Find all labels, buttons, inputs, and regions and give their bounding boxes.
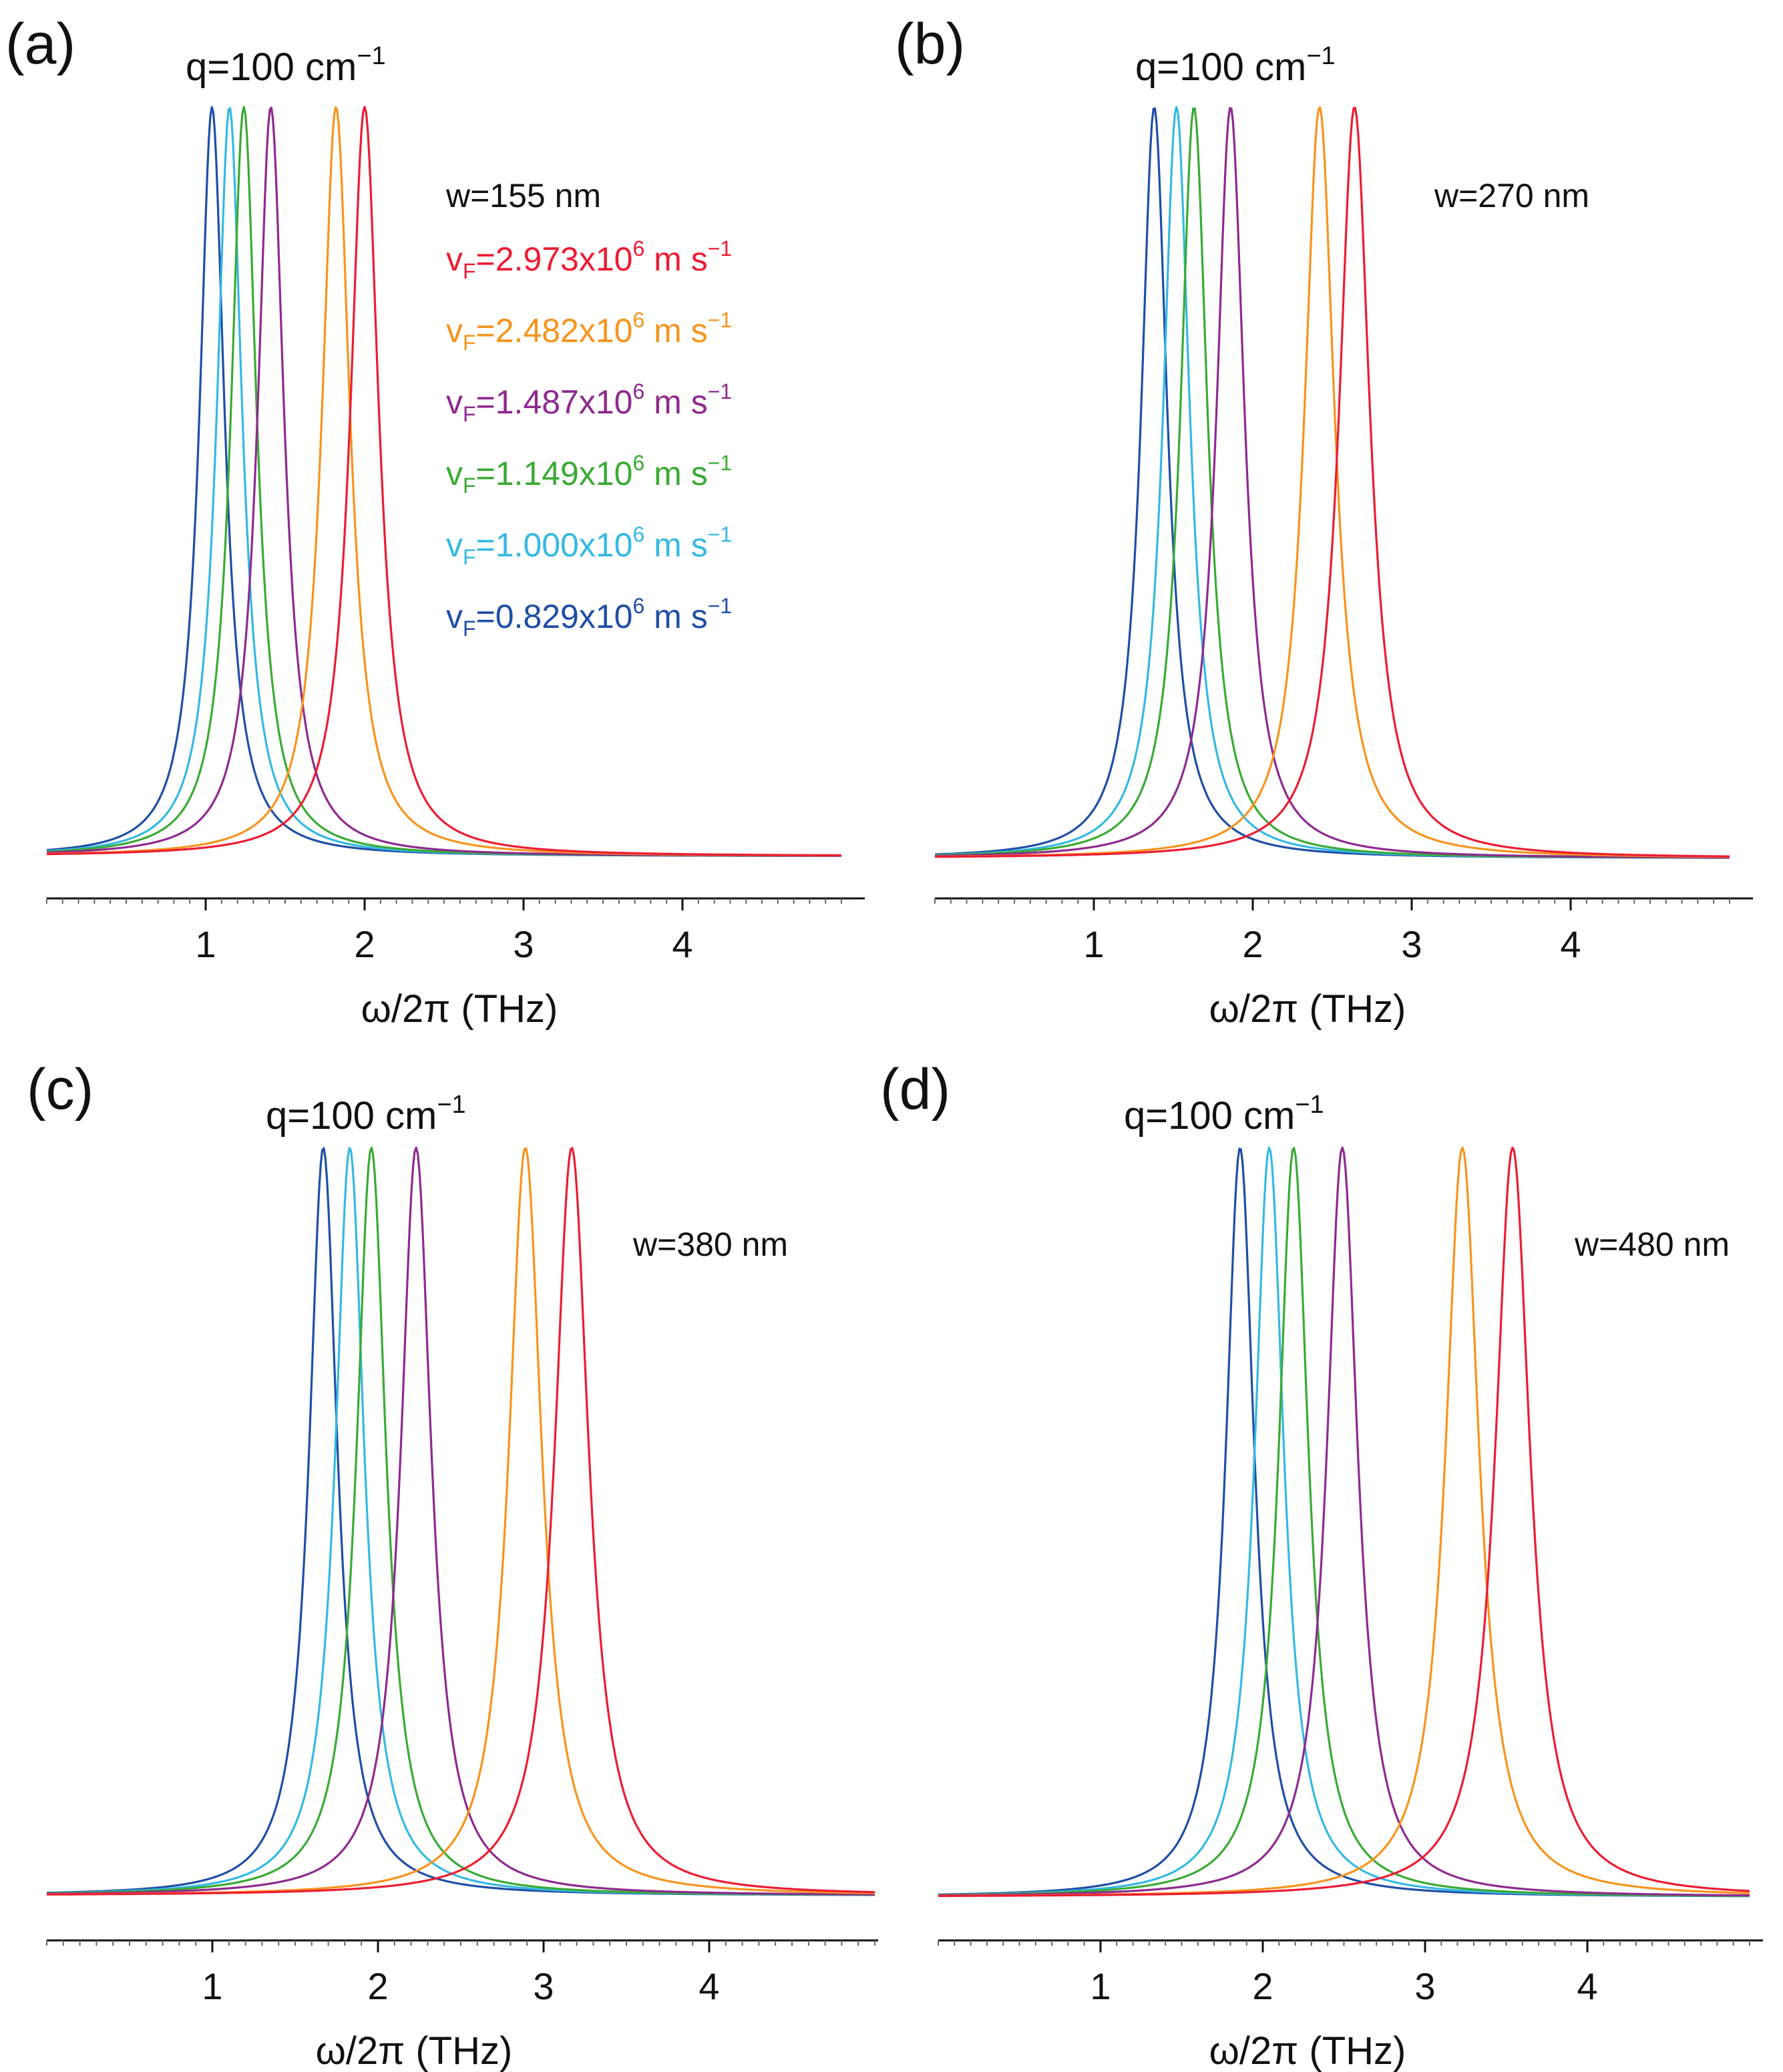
width-label-b: w=270 nm [1434, 177, 1589, 214]
x-tick-label: 4 [1577, 1965, 1597, 2007]
x-tick-label: 3 [1414, 1965, 1435, 2007]
series-line-green [935, 107, 1730, 859]
legend-entry-green: vF=1.149x106 m s−1 [446, 451, 732, 498]
panel-b: (b) q=100 cm−1 w=270 nm 1 2 3 4 ω/2π (THz) [895, 12, 1753, 1031]
q-annotation-a: q=100 cm−1 [186, 42, 386, 89]
curves-d [938, 1146, 1750, 1898]
panel-d: (d) q=100 cm−1 w=480 nm 1 2 3 4 ω/2π (THz) [880, 1057, 1763, 2072]
curves-b [934, 106, 1730, 859]
curves-c [46, 1146, 875, 1896]
legend-a: vF=2.973x106 m s−1 vF=2.482x106 m s−1 vF=1… [446, 236, 732, 641]
x-axis-label-b: ω/2π (THz) [1209, 987, 1406, 1031]
panel-label-d: (d) [880, 1057, 950, 1121]
width-label-d: w=480 nm [1574, 1226, 1730, 1263]
series-line-purple [46, 1146, 875, 1896]
legend-entry-cyan: vF=1.000x106 m s−1 [446, 522, 732, 569]
legend-entry-orange: vF=2.482x106 m s−1 [446, 308, 732, 355]
x-tick-label: 2 [354, 923, 375, 965]
q-annotation-d: q=100 cm−1 [1124, 1091, 1324, 1138]
series-line-purple [934, 107, 1730, 859]
series-line-red [46, 106, 841, 857]
series-line-red [938, 1146, 1750, 1898]
series-line-blue [46, 106, 841, 857]
x-tick-label: 3 [1401, 923, 1422, 965]
series-line-purple [938, 1146, 1750, 1897]
x-tick-label: 3 [513, 923, 534, 965]
panel-a: (a) q=100 cm−1 w=155 nm vF=2.973x106 m s… [5, 12, 865, 1031]
series-line-orange [46, 106, 841, 857]
x-axis-b: 1 2 3 4 [934, 897, 1753, 965]
series-line-green [938, 1146, 1750, 1897]
x-axis-label-c: ω/2π (THz) [316, 2029, 513, 2072]
series-line-blue [934, 107, 1730, 859]
legend-entry-blue: vF=0.829x106 m s−1 [446, 594, 732, 641]
series-line-red [935, 106, 1730, 858]
x-tick-label: 1 [1090, 1965, 1111, 2007]
series-line-green [46, 106, 841, 857]
x-axis-d: 1 2 3 4 [938, 1939, 1763, 2007]
x-tick-label: 1 [1083, 923, 1104, 965]
x-axis-label-a: ω/2π (THz) [361, 987, 558, 1031]
series-line-orange [934, 106, 1730, 858]
x-tick-label: 3 [533, 1965, 554, 2007]
series-line-red [47, 1147, 875, 1896]
x-tick-label: 4 [672, 923, 692, 965]
x-tick-label: 2 [1242, 923, 1263, 965]
x-tick-label: 4 [699, 1965, 719, 2007]
x-axis-a: 1 2 3 4 [46, 897, 865, 965]
panel-label-b: (b) [895, 12, 965, 76]
x-tick-label: 2 [1252, 1965, 1273, 2007]
x-axis-c: 1 2 3 4 [46, 1939, 878, 2007]
x-tick-label: 1 [202, 1965, 222, 2007]
series-line-purple [46, 106, 841, 857]
series-line-cyan [935, 106, 1730, 859]
panel-label-a: (a) [5, 12, 75, 76]
width-label-c: w=380 nm [632, 1226, 788, 1263]
legend-entry-purple: vF=1.487x106 m s−1 [446, 379, 732, 426]
legend-entry-red: vF=2.973x106 m s−1 [446, 236, 732, 283]
panel-c: (c) q=100 cm−1 w=380 nm 1 2 3 4 ω/2π (THz) [27, 1057, 878, 2072]
x-axis-label-d: ω/2π (THz) [1209, 2029, 1406, 2072]
series-line-cyan [46, 107, 841, 857]
x-tick-label: 1 [195, 923, 216, 965]
curves-a [46, 106, 841, 857]
x-tick-label: 2 [367, 1965, 388, 2007]
panel-label-c: (c) [27, 1057, 93, 1121]
width-label-a: w=155 nm [445, 177, 601, 214]
q-annotation-b: q=100 cm−1 [1135, 42, 1336, 89]
x-tick-label: 4 [1560, 923, 1581, 965]
q-annotation-c: q=100 cm−1 [266, 1091, 466, 1138]
